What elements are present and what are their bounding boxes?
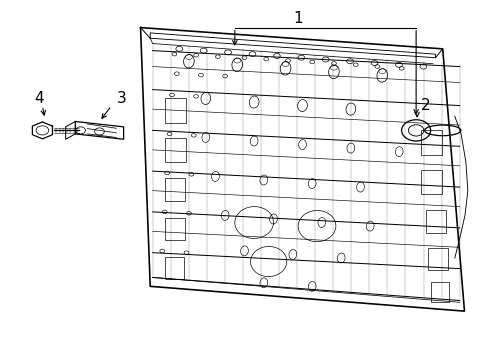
Text: 1: 1 xyxy=(292,11,302,26)
Bar xyxy=(420,170,441,194)
Bar xyxy=(164,178,184,201)
Bar xyxy=(164,217,184,240)
Bar xyxy=(164,99,186,123)
Bar xyxy=(164,138,185,162)
Text: 2: 2 xyxy=(420,98,430,113)
Bar xyxy=(425,210,445,233)
Bar xyxy=(430,282,448,302)
Text: 4: 4 xyxy=(34,91,44,106)
Bar xyxy=(164,257,183,279)
Bar xyxy=(427,248,447,270)
Bar xyxy=(420,130,441,155)
Text: 3: 3 xyxy=(116,91,126,106)
